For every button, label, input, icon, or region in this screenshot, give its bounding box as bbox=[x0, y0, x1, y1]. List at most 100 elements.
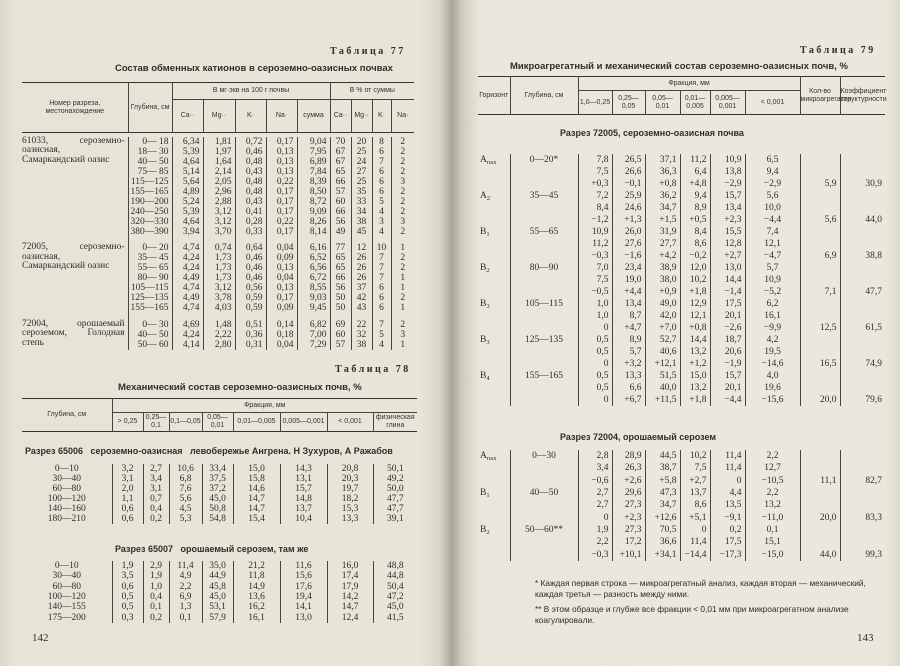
value-cell: +10,1 bbox=[611, 548, 645, 561]
value-cell: +1,8 bbox=[679, 394, 710, 406]
value-cell: 6,72 bbox=[296, 273, 331, 283]
depth-cell: 35— 45 bbox=[127, 253, 172, 263]
horizon-cell: B2 bbox=[478, 524, 510, 561]
value-cell: 4,89 bbox=[171, 186, 203, 197]
value-cell: 25,9 bbox=[611, 190, 645, 202]
value-cell: +6,7 bbox=[611, 394, 645, 406]
horizon-subscript: 3 bbox=[486, 303, 490, 310]
value-cell: 9,09 bbox=[296, 206, 331, 217]
depth-cell: 190—200 bbox=[127, 196, 172, 207]
depth-cell: 40— 50 bbox=[127, 156, 172, 167]
depth-cell: 60—80 bbox=[52, 581, 82, 592]
value-cell: 15,1 bbox=[744, 536, 800, 549]
aggregates-cell bbox=[799, 370, 840, 382]
header-ca-pct: Ca·· bbox=[329, 99, 352, 133]
value-cell: +4,4 bbox=[611, 286, 645, 298]
value-cell: 5,39 bbox=[171, 206, 203, 217]
value-cell: 6,56 bbox=[296, 263, 331, 273]
table-row: A2 35—45 7,2 25,9 36,2 9,4 15,7 5,6 bbox=[478, 190, 885, 226]
depth-cell: 80—90 bbox=[509, 262, 578, 298]
value-cell: 2,80 bbox=[202, 339, 235, 350]
value-cell: 0,2 bbox=[142, 612, 169, 623]
value-cell: 4,24 bbox=[171, 329, 203, 340]
value-cell: 1,3 bbox=[168, 602, 202, 613]
value-cell: 1,97 bbox=[202, 146, 235, 157]
value-cell: 0,48 bbox=[234, 186, 266, 197]
depth-cell: 175—200 bbox=[47, 612, 86, 623]
value-cell: 49 bbox=[329, 226, 352, 237]
value-cell: −4,4 bbox=[744, 214, 800, 226]
value-cell: −17,3 bbox=[709, 548, 745, 561]
horizon-cell: Aпах bbox=[478, 450, 510, 487]
aggregates-cell: 5,9 bbox=[799, 178, 840, 190]
value-cell: 14,4 bbox=[679, 334, 710, 346]
value-cell: 13,5 bbox=[709, 499, 745, 512]
table79-section-0: Aпах 0—20* 7,8 26,5 37,1 11,2 10,9 6,5 7,5 26,6 36… bbox=[478, 154, 885, 406]
horizon-letter: B bbox=[480, 524, 487, 535]
table-row: 100—120 0,5 0,4 6,9 45,0 13,6 19,4 14,2 47,2 bbox=[22, 591, 417, 603]
value-cell: 20,1 bbox=[709, 382, 745, 394]
value-cell: 14,6 bbox=[232, 484, 280, 494]
value-cell: 15,5 bbox=[709, 226, 745, 238]
value-cell: 12,8 bbox=[709, 238, 745, 250]
aggregates-cell bbox=[799, 536, 840, 549]
value-cell: 13,2 bbox=[744, 499, 800, 512]
table78-section-1: 0—10 1,9 2,9 11,4 35,0 21,2 11,6 16,0 48,8 30—40 3… bbox=[22, 561, 417, 623]
header-fraction-col: 1,0—0,25 bbox=[577, 90, 612, 115]
value-cell: 4,14 bbox=[171, 339, 203, 350]
value-cell: 0,64 bbox=[234, 243, 266, 253]
value-cell: 1,81 bbox=[202, 136, 235, 147]
aggregates-cell bbox=[799, 486, 840, 500]
value-cell: 2 bbox=[390, 293, 415, 303]
value-cell: 70,5 bbox=[644, 523, 680, 537]
table-row: 7,5 26,6 36,3 6,4 13,8 9,4 bbox=[478, 166, 885, 178]
table-row: Aпах 0—20* 7,8 26,5 37,1 11,2 10,9 6,5 bbox=[478, 154, 885, 190]
value-cell: 12,1 bbox=[679, 310, 710, 322]
value-cell: 1,48 bbox=[202, 319, 235, 330]
value-cell: −14,6 bbox=[744, 358, 800, 370]
aggregates-cell bbox=[799, 226, 840, 238]
value-cell: 7,8 bbox=[577, 154, 612, 166]
table-row: 0,5 6,6 40,0 13,2 20,1 19,6 bbox=[478, 382, 885, 394]
depth-cell: 50—60** bbox=[509, 523, 578, 561]
aggregates-cell: 16,5 bbox=[799, 358, 840, 370]
table-row: 190—200 5,24 2,88 0,43 0,17 8,72 60 33 5 2 bbox=[22, 196, 415, 207]
value-cell: 16,2 bbox=[232, 602, 280, 613]
value-cell: 6 bbox=[371, 146, 392, 157]
value-cell: 15,6 bbox=[279, 571, 327, 582]
value-cell: 5,14 bbox=[171, 166, 203, 177]
table-row: 380—390 3,94 3,70 0,33 0,17 8,14 49 45 4 2 bbox=[22, 226, 415, 237]
depth-cell: 155—165 bbox=[127, 303, 172, 313]
value-cell: 4,0 bbox=[744, 370, 800, 382]
value-cell: 31,9 bbox=[644, 226, 680, 238]
value-cell: 43 bbox=[350, 303, 373, 313]
table-row: 2,2 17,2 36,6 11,4 17,5 15,1 bbox=[478, 536, 885, 549]
value-cell: 14,8 bbox=[279, 494, 327, 504]
value-cell: 8,4 bbox=[679, 226, 710, 238]
value-cell: 0,7 bbox=[142, 494, 169, 504]
value-cell: 3,4 bbox=[577, 462, 612, 475]
value-cell: 0,22 bbox=[265, 216, 297, 227]
value-cell: 7,29 bbox=[296, 339, 331, 350]
value-cell: 47,3 bbox=[644, 486, 680, 500]
value-cell: 4,74 bbox=[171, 303, 203, 313]
value-cell: 14,9 bbox=[232, 581, 280, 592]
header-mg-pct: Mg·· bbox=[350, 99, 373, 133]
value-cell: 24,6 bbox=[611, 202, 645, 214]
table79-header: Горизонт Глубина, см Фракция, мм Кол-во … bbox=[478, 76, 887, 115]
value-cell: 20,6 bbox=[709, 346, 745, 358]
value-cell: −0,1 bbox=[611, 178, 645, 190]
page-number-left: 142 bbox=[32, 632, 49, 644]
coefficient-cell bbox=[839, 166, 885, 178]
value-cell: +1,2 bbox=[679, 358, 710, 370]
coefficient-cell: 30,9 bbox=[839, 178, 885, 190]
value-cell: 45 bbox=[350, 226, 373, 237]
value-cell: +12,6 bbox=[644, 511, 680, 524]
value-cell: 11,2 bbox=[577, 238, 612, 250]
table-row: 155—165 4,89 2,96 0,48 0,17 8,50 57 35 6 2 bbox=[22, 186, 415, 197]
coefficient-cell: 61,5 bbox=[839, 322, 885, 334]
value-cell: 23,4 bbox=[611, 262, 645, 274]
value-cell: 6,9 bbox=[168, 591, 202, 603]
value-cell: 19,5 bbox=[744, 346, 800, 358]
value-cell: 3,5 bbox=[111, 571, 143, 582]
